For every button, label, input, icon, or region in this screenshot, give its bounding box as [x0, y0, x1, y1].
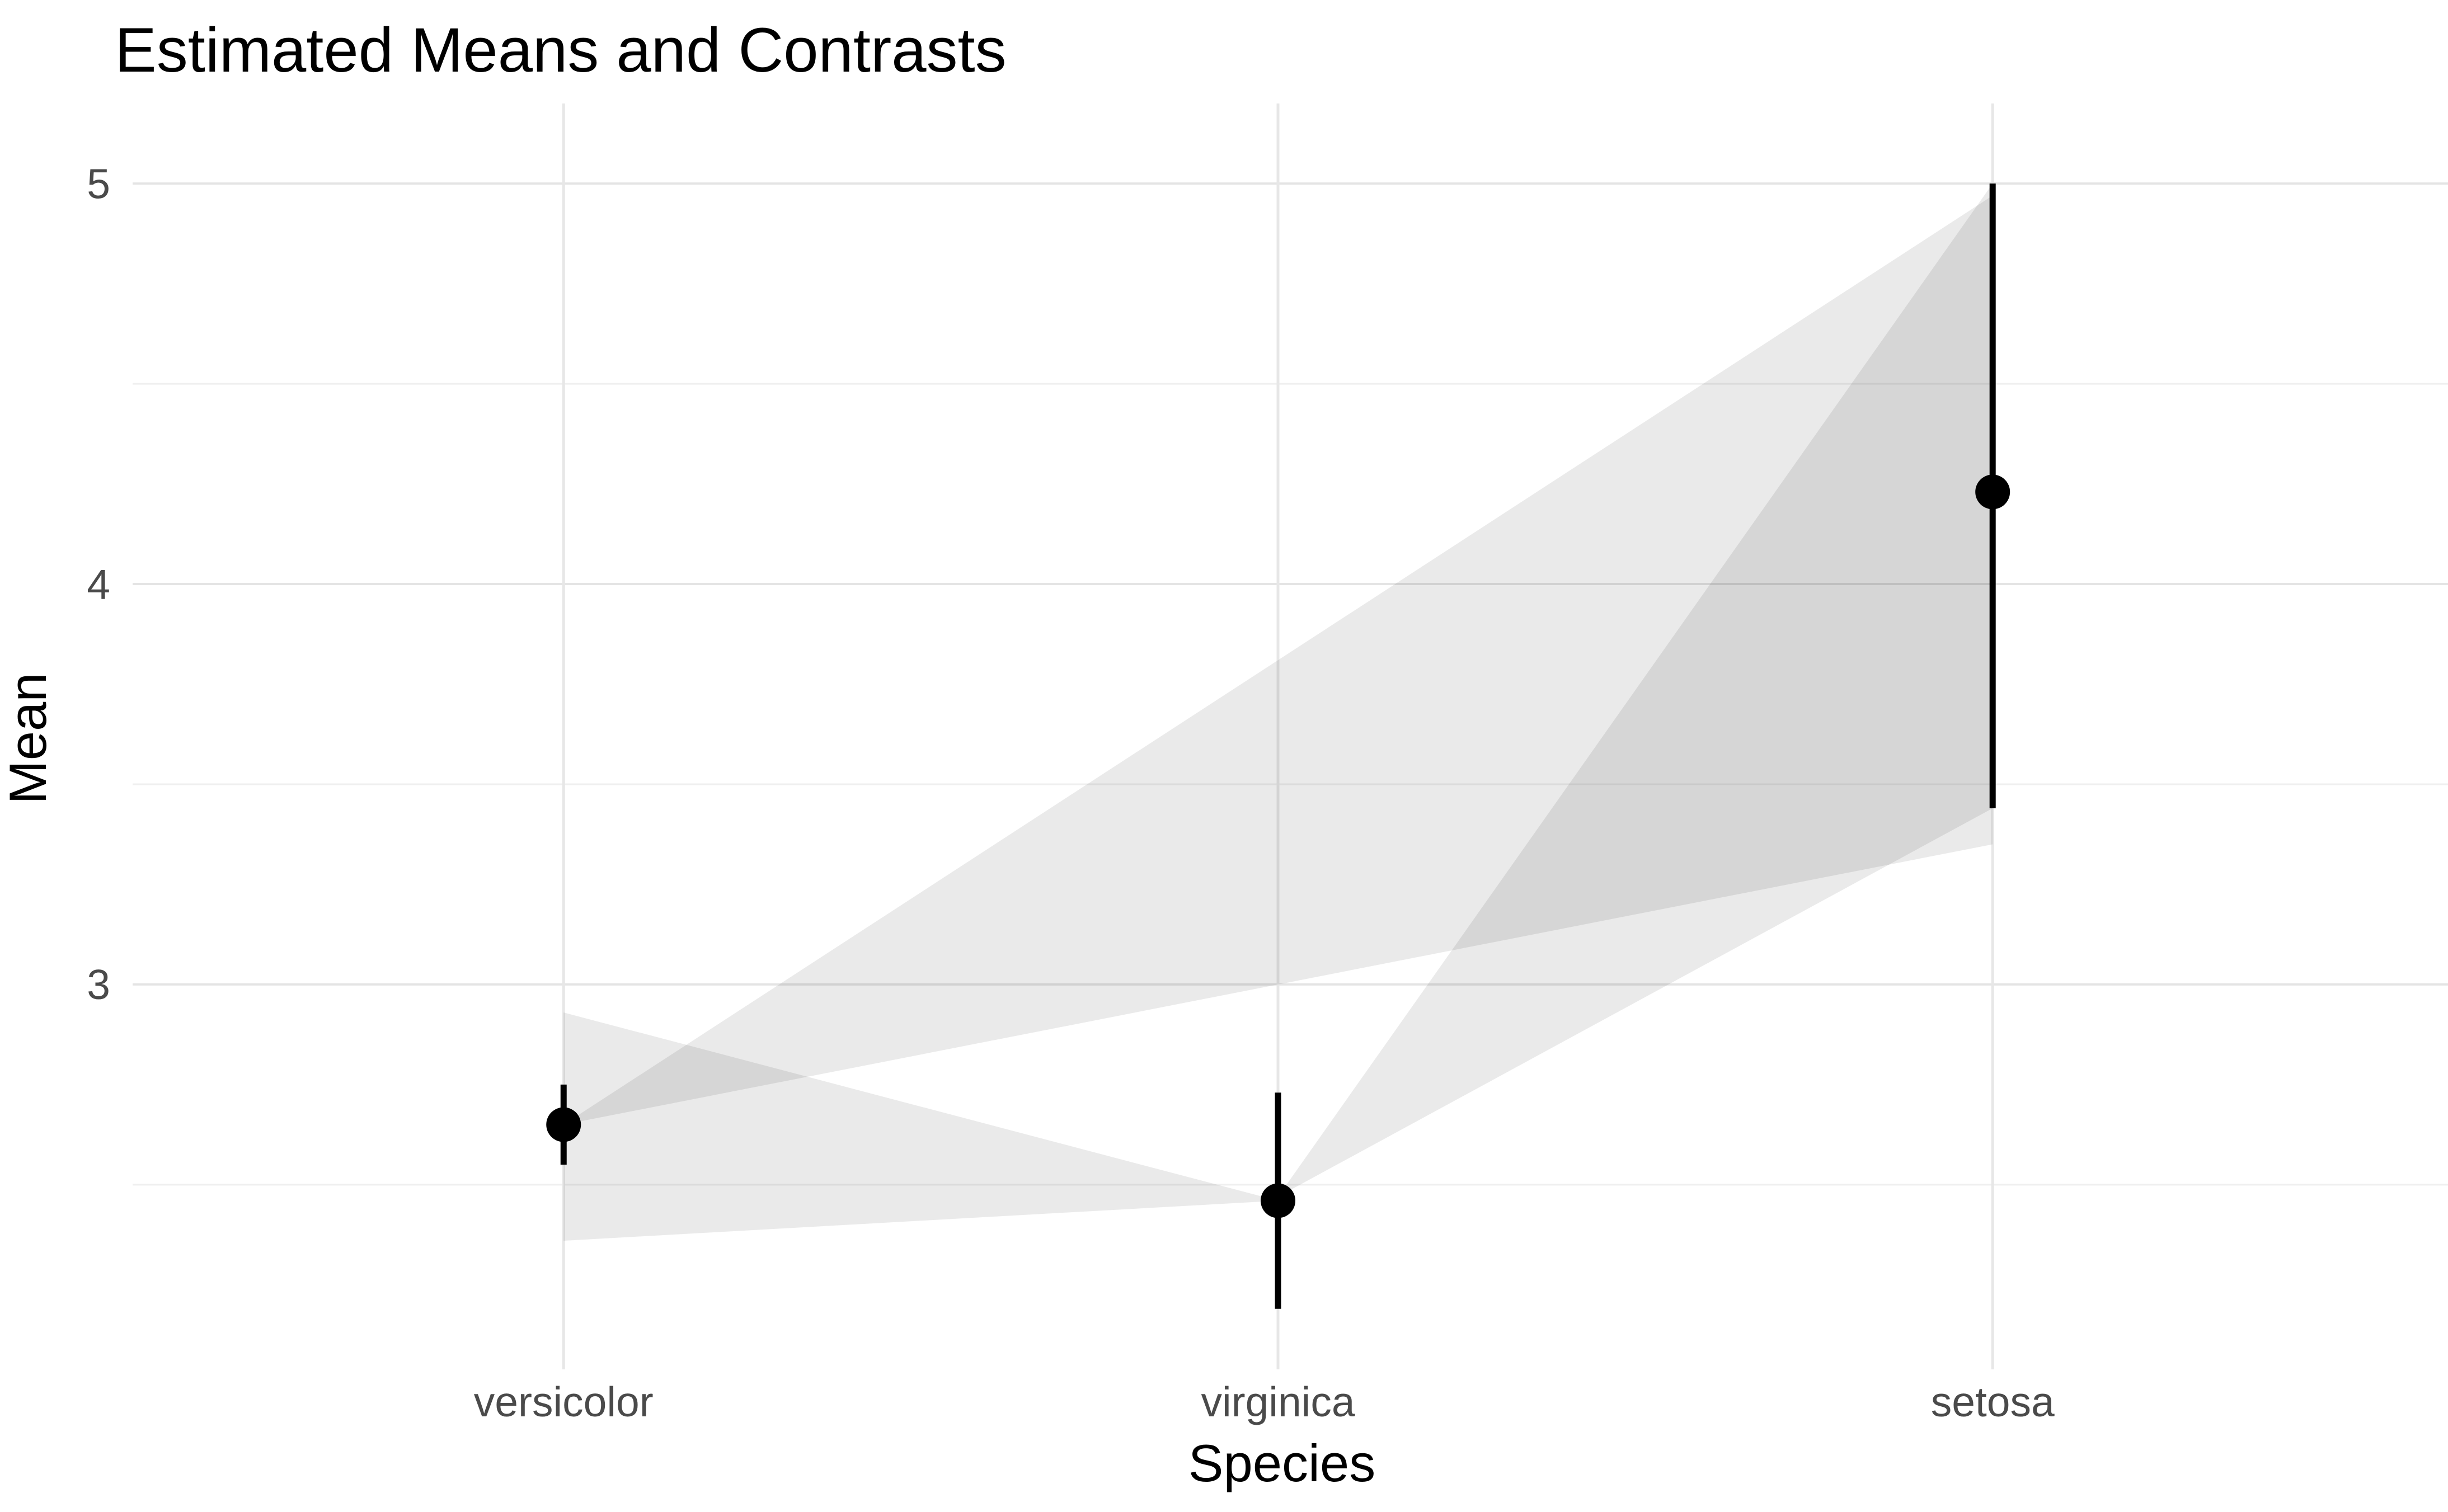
x-axis-title: Species — [1188, 1434, 1375, 1492]
y-tick-label-4: 4 — [87, 560, 110, 607]
x-tick-label-setosa: setosa — [1931, 1378, 2055, 1425]
contrast-polygon-2 — [1278, 183, 1993, 1197]
gridlines-major — [133, 182, 2448, 986]
contrast-polygon-1 — [563, 195, 1993, 1125]
mean-point-versicolor — [546, 1107, 581, 1142]
mean-point-virginica — [1261, 1183, 1296, 1218]
mean-points — [546, 474, 2010, 1218]
x-tick-label-versicolor: versicolor — [474, 1378, 654, 1425]
gridlines-minor — [133, 383, 2448, 1186]
plot-title: Estimated Means and Contrasts — [115, 15, 1007, 85]
y-tick-label-3: 3 — [87, 961, 110, 1008]
mean-point-setosa — [1975, 474, 2010, 510]
y-tick-label-5: 5 — [87, 160, 110, 207]
y-axis-tick-labels: 3 4 5 — [87, 160, 110, 1008]
contrast-polygon-0 — [563, 1012, 1279, 1241]
contrast-polygons — [563, 183, 1993, 1241]
y-axis-title: Mean — [0, 672, 57, 804]
x-axis-tick-labels: versicolor virginica setosa — [474, 1378, 2055, 1425]
x-tick-label-virginica: virginica — [1201, 1378, 1355, 1425]
